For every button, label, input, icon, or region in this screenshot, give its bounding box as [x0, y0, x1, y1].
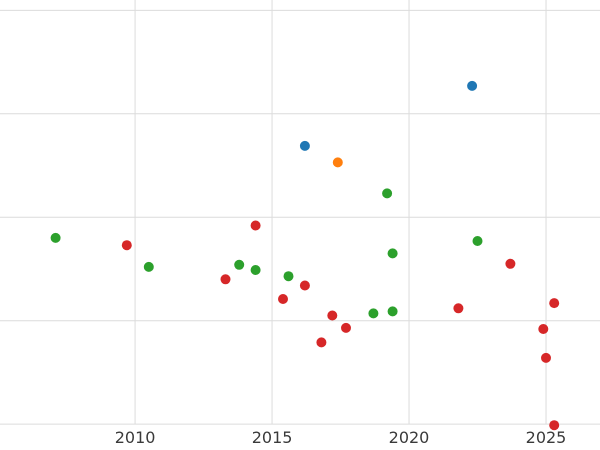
data-point-red — [453, 303, 464, 314]
data-point-red — [220, 274, 231, 285]
data-point-red — [278, 294, 288, 304]
data-point-red — [250, 220, 261, 231]
data-point-blue — [299, 140, 310, 151]
data-point-red — [538, 324, 549, 334]
data-point-green — [387, 248, 398, 259]
data-point-red — [549, 298, 560, 309]
data-point-green — [472, 236, 483, 246]
data-point-green — [234, 259, 245, 270]
data-point-green — [143, 261, 154, 272]
x-tick-label: 2010 — [115, 428, 156, 447]
data-point-red — [541, 352, 551, 363]
data-point-green — [250, 265, 261, 275]
data-point-red — [327, 310, 338, 321]
data-point-blue — [467, 80, 478, 91]
data-point-green — [368, 308, 379, 319]
data-point-red — [299, 280, 310, 291]
x-tick-label: 2015 — [252, 428, 293, 447]
data-point-green — [382, 188, 393, 199]
data-point-red — [316, 337, 327, 348]
data-point-red — [341, 322, 351, 333]
data-point-green — [387, 306, 398, 317]
data-point-green — [283, 271, 294, 282]
x-tick-label: 2025 — [526, 428, 567, 447]
data-point-green — [50, 232, 61, 243]
x-tick-label: 2020 — [389, 428, 430, 447]
data-point-red — [121, 240, 132, 251]
data-point-red — [505, 258, 516, 269]
data-point-red — [549, 420, 560, 431]
data-point-orange — [332, 157, 343, 168]
